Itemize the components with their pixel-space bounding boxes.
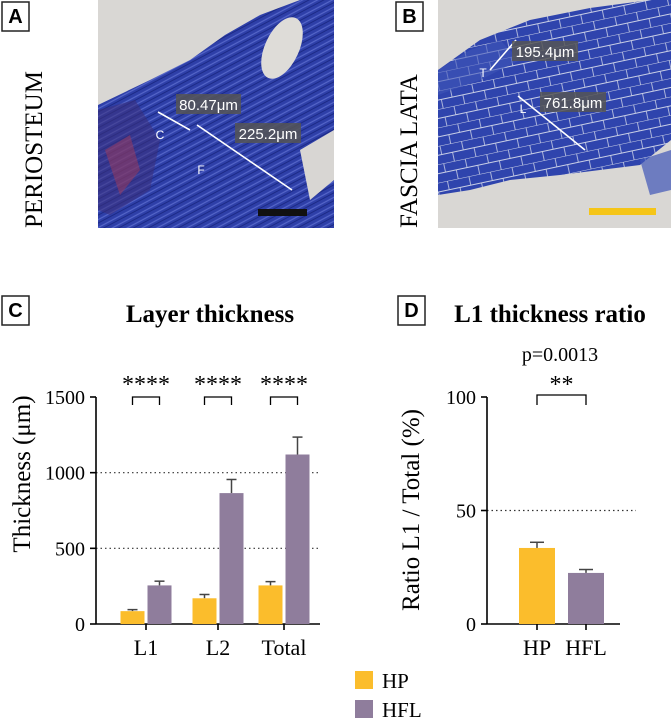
panel-b: B FASCIA LATA 195.4μm 761.8μm T L [395, 0, 671, 228]
panel-d-letter: D [404, 300, 418, 322]
y-tick-label: 0 [466, 614, 476, 636]
bar-ratio-hfl [568, 572, 604, 624]
legend-swatch-hp [355, 671, 373, 689]
bar-hfl-l2 [219, 493, 244, 624]
periosteum-layer-c: C [156, 128, 165, 142]
x-tick-label: L1 [134, 635, 158, 660]
periosteum-micrograph [98, 0, 334, 228]
fascia-measure-2: 761.8μm [544, 95, 603, 112]
fascia-measure-1: 195.4μm [516, 44, 575, 61]
bar-hfl-total [285, 454, 310, 624]
significance-label: **** [122, 372, 170, 398]
y-tick-label: 50 [456, 501, 476, 523]
x-tick-label: L2 [206, 635, 230, 660]
legend: HP HFL [355, 669, 422, 722]
panel-c: C Layer thickness Thickness (μm) 0 500 100… [1, 295, 320, 660]
panel-a: A PERIOSTEUM 80.47μm 225.2μm C F [1, 0, 334, 228]
panel-c-letter: C [8, 300, 22, 322]
panel-a-letter-box [1, 1, 30, 32]
panel-a-side-label: PERIOSTEUM [21, 71, 48, 228]
fascia-scale-bar [589, 208, 656, 215]
x-tick-label: Total [262, 635, 307, 660]
periosteum-measure-2: 225.2μm [239, 126, 298, 143]
significance-label: **** [260, 372, 308, 398]
y-tick-label: 500 [55, 538, 85, 560]
y-tick-label: 0 [75, 614, 85, 636]
significance-label: ** [550, 372, 574, 398]
fascia-lata-micrograph [438, 0, 671, 228]
bar-ratio-hp [519, 547, 555, 624]
chart-c-title: Layer thickness [126, 301, 295, 328]
panel-d-letter-box [397, 295, 426, 326]
periosteum-measure-1: 80.47μm [179, 97, 238, 114]
significance-bracket [203, 396, 233, 405]
significance-bracket [269, 396, 299, 405]
significance-bracket [536, 394, 587, 405]
chart-d-title: L1 thickness ratio [454, 301, 646, 328]
chart-d-plot: 0 50 100 HP HFL ** [446, 372, 636, 660]
y-tick-label: 100 [446, 387, 476, 409]
panel-b-letter: B [402, 6, 416, 28]
periosteum-scale-bar [258, 209, 307, 216]
x-tick-label: HP [523, 635, 551, 660]
bar-hp-l2 [192, 598, 217, 624]
chart-c-plot: 0 500 1000 1500 L1 **** L2 **** Total **** [45, 372, 320, 660]
bar-hp-total [258, 585, 283, 624]
y-tick-label: 1500 [45, 387, 85, 409]
bar-hp-l1 [120, 611, 145, 624]
legend-label-hp: HP [382, 669, 409, 693]
panel-d: D L1 thickness ratio Ratio L1 / Total (%… [397, 295, 646, 660]
bar-hfl-l1 [147, 585, 172, 624]
panel-c-letter-box [1, 295, 30, 326]
x-tick-label: HFL [565, 635, 607, 660]
fascia-layer-t: T [479, 66, 487, 80]
legend-swatch-hfl [355, 700, 373, 718]
panel-a-letter: A [8, 6, 22, 28]
fascia-layer-l: L [520, 102, 527, 116]
y-tick-label: 1000 [45, 463, 85, 485]
chart-d-ylabel: Ratio L1 / Total (%) [398, 409, 425, 611]
significance-bracket [131, 396, 161, 405]
chart-c-ylabel: Thickness (μm) [9, 395, 36, 552]
legend-label-hfl: HFL [382, 698, 422, 722]
significance-label: **** [194, 372, 242, 398]
periosteum-layer-f: F [197, 163, 204, 177]
panel-b-letter-box [395, 1, 424, 32]
chart-d-pvalue: p=0.0013 [522, 344, 598, 366]
panel-b-side-label: FASCIA LATA [396, 74, 423, 228]
